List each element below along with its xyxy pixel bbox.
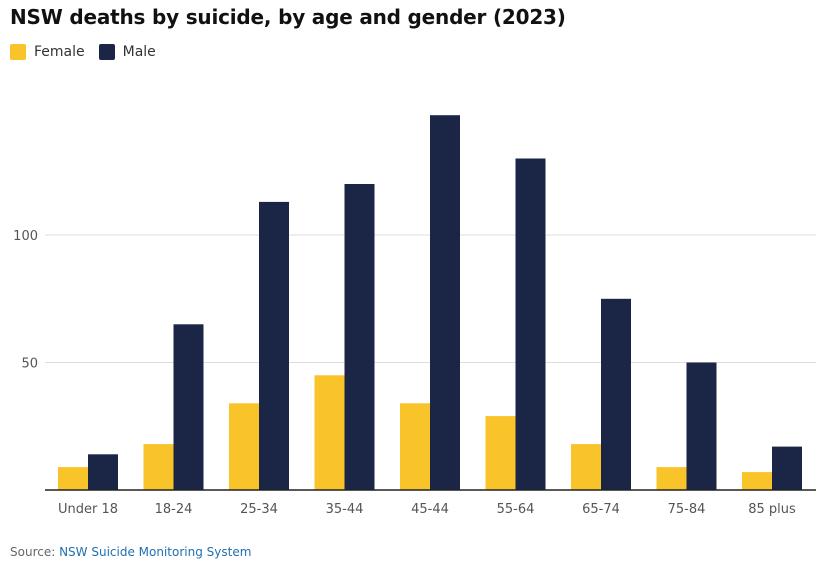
bar-male-3 bbox=[344, 184, 375, 490]
chart-legend: Female Male bbox=[10, 44, 170, 60]
y-tick-label-50: 50 bbox=[21, 357, 38, 372]
bar-male-7 bbox=[686, 362, 717, 490]
bar-male-1 bbox=[173, 324, 204, 491]
x-tick-label-8: 85 plus bbox=[748, 502, 796, 517]
bar-female-6 bbox=[571, 444, 601, 490]
legend-item-male: Male bbox=[98, 44, 156, 60]
x-tick-label-3: 35-44 bbox=[326, 502, 364, 517]
x-tick-label-4: 45-44 bbox=[411, 502, 449, 517]
bar-female-2 bbox=[229, 403, 259, 490]
legend-label-male: Male bbox=[122, 44, 156, 60]
x-tick-label-1: 18-24 bbox=[155, 502, 193, 517]
source-prefix: Source: bbox=[10, 545, 60, 559]
x-tick-label-5: 55-64 bbox=[497, 502, 535, 517]
x-tick-label-6: 65-74 bbox=[582, 502, 620, 517]
x-tick-label-0: Under 18 bbox=[58, 502, 118, 517]
bar-female-0 bbox=[58, 467, 88, 490]
bar-female-5 bbox=[485, 416, 516, 490]
bar-female-3 bbox=[314, 375, 345, 491]
bar-male-5 bbox=[515, 158, 546, 490]
bar-male-8 bbox=[772, 446, 802, 490]
bar-female-8 bbox=[742, 472, 772, 490]
labels-layer: 50 100 Under 18 18-24 25-34 35-44 45-44 55-64 65… bbox=[13, 229, 796, 517]
bar-male-6 bbox=[601, 298, 631, 491]
x-tick-label-2: 25-34 bbox=[240, 502, 278, 517]
bar-male-0 bbox=[88, 454, 118, 490]
y-tick-label-100: 100 bbox=[13, 229, 38, 244]
bars-layer bbox=[58, 115, 802, 491]
bar-female-7 bbox=[656, 467, 687, 490]
legend-swatch-female bbox=[10, 44, 26, 60]
legend-label-female: Female bbox=[34, 44, 85, 60]
chart-title: NSW deaths by suicide, by age and gender… bbox=[10, 5, 566, 29]
bar-female-1 bbox=[143, 444, 174, 490]
x-tick-label-7: 75-84 bbox=[668, 502, 706, 517]
legend-item-female: Female bbox=[10, 44, 85, 60]
legend-swatch-male bbox=[98, 44, 115, 60]
source-note: Source: NSW Suicide Monitoring System bbox=[10, 545, 251, 559]
bar-male-4 bbox=[430, 115, 460, 490]
bar-male-2 bbox=[259, 201, 289, 490]
source-link[interactable]: NSW Suicide Monitoring System bbox=[59, 545, 252, 559]
bar-female-4 bbox=[400, 403, 430, 490]
